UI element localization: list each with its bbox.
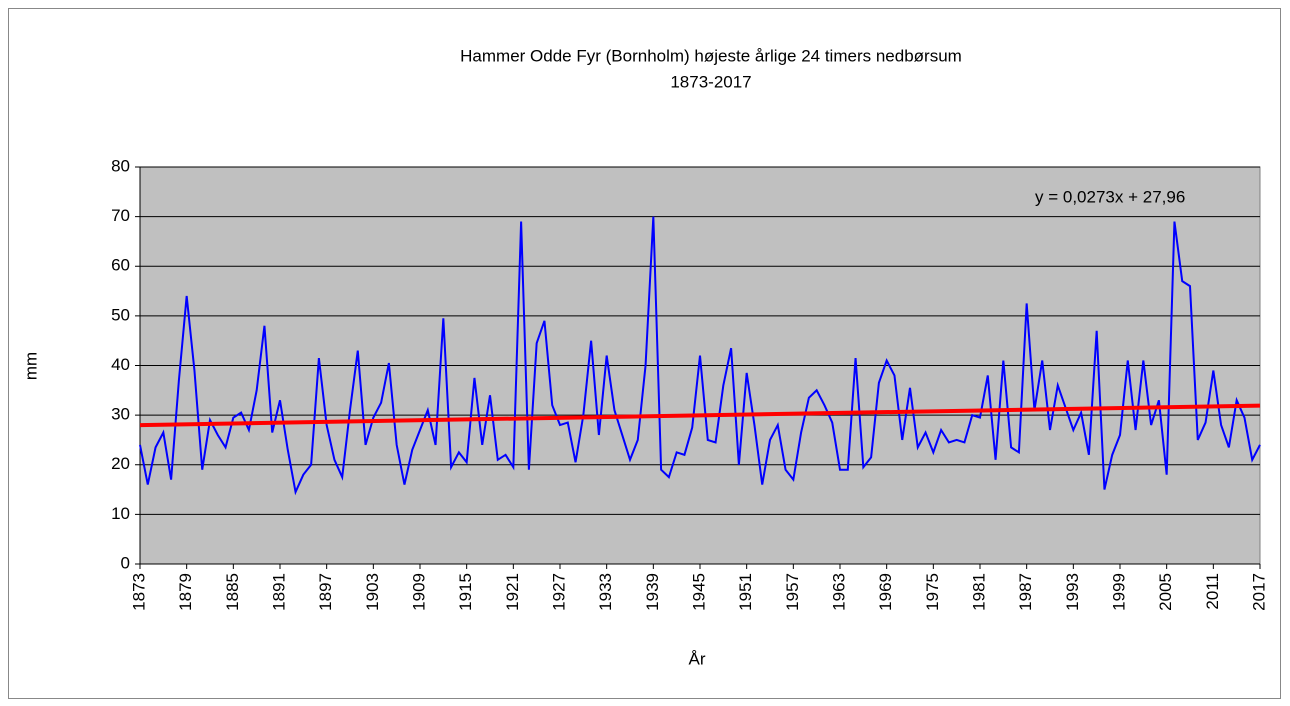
chart-subtitle: 1873-2017: [670, 72, 751, 91]
x-tick-label: 1909: [409, 573, 428, 611]
x-tick-label: 1975: [923, 573, 942, 611]
x-tick-label: 2011: [1203, 573, 1222, 610]
x-tick-label: 1969: [876, 573, 895, 611]
x-tick-label: 1897: [316, 573, 335, 611]
x-tick-label: 1933: [596, 573, 615, 611]
data-line: [139, 216, 1261, 496]
y-tick-label: 10: [111, 504, 130, 523]
x-tick-label: 1891: [269, 573, 288, 611]
x-tick-label: 1921: [503, 573, 522, 611]
chart-title: Hammer Odde Fyr (Bornholm) højeste årlig…: [460, 46, 962, 65]
y-tick-label: 70: [111, 206, 130, 225]
y-tick-label: 30: [111, 405, 130, 424]
x-tick-label: 2005: [1156, 573, 1175, 611]
y-tick-label: 40: [111, 355, 130, 374]
x-tick-label: 1999: [1109, 573, 1128, 611]
x-tick-label: 1963: [829, 573, 848, 611]
trend-equation: y = 0,0273x + 27,96: [1035, 187, 1185, 206]
x-tick-label: 2017: [1249, 573, 1268, 611]
y-tick-label: 60: [111, 256, 130, 275]
x-tick-label: 1945: [689, 573, 708, 611]
x-tick-label: 1927: [549, 573, 568, 611]
x-tick-label: 1915: [456, 573, 475, 611]
x-tick-label: 1981: [969, 573, 988, 611]
x-tick-label: 1873: [129, 573, 148, 611]
x-tick-label: 1993: [1063, 573, 1082, 611]
x-tick-label: 1987: [1016, 573, 1035, 611]
y-axis-label: mm: [21, 352, 40, 380]
x-tick-label: 1879: [176, 573, 195, 611]
x-tick-label: 1957: [783, 573, 802, 611]
y-tick-label: 20: [111, 454, 130, 473]
y-tick-label: 80: [111, 156, 130, 175]
x-tick-label: 1885: [223, 573, 242, 611]
x-tick-label: 1903: [363, 573, 382, 611]
y-tick-label: 50: [111, 305, 130, 324]
x-axis-label: År: [689, 649, 706, 668]
trend-line: [139, 403, 1261, 428]
x-tick-label: 1939: [643, 573, 662, 611]
x-tick-label: 1951: [736, 573, 755, 611]
y-tick-label: 0: [121, 553, 130, 572]
